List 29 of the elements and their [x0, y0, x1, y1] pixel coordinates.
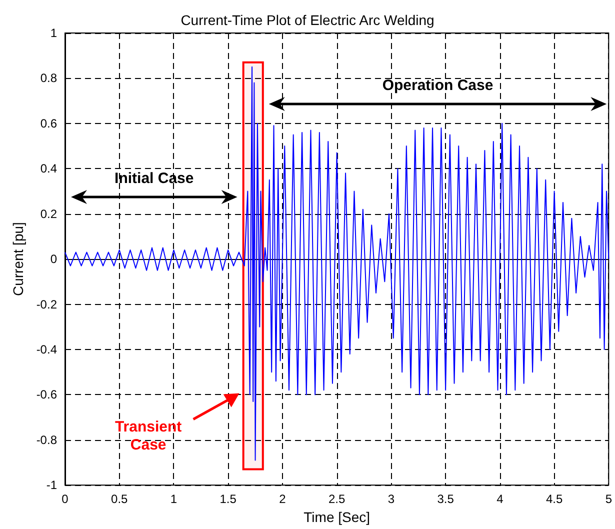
line-series	[64, 66, 610, 461]
x-tick-label: 3.5	[437, 492, 454, 506]
chart-title: Current-Time Plot of Electric Arc Welding	[180, 12, 434, 28]
y-tick-label: -0.8	[36, 432, 58, 447]
x-tick-label: 4.5	[546, 492, 563, 506]
y-tick-label: 1	[50, 26, 58, 40]
x-tick-label: 1.5	[220, 492, 237, 506]
y-tick-label: 0.2	[40, 206, 58, 221]
x-tick-label: 4	[496, 492, 504, 506]
y-tick-label: 0.4	[40, 162, 58, 176]
band-label: Transient Case	[114, 418, 182, 454]
y-tick-label: -0.4	[36, 342, 58, 356]
y-tick-label: -1	[46, 478, 58, 492]
x-tick-label: 0.5	[111, 492, 128, 506]
y-tick-label: 0.6	[40, 116, 58, 130]
x-tick-label: 3	[388, 492, 395, 506]
x-tick-label: 2	[279, 492, 286, 506]
x-tick-label: 5	[605, 492, 612, 506]
annotation: Initial Case	[114, 170, 194, 187]
y-tick-label: -0.6	[36, 388, 58, 402]
x-tick-label: 2.5	[328, 492, 346, 506]
x-tick-label: 0	[62, 492, 69, 506]
y-tick-label: 0.8	[40, 71, 58, 86]
x-tick-label: 1	[170, 492, 178, 506]
y-tick-label: 0	[50, 252, 58, 266]
x-axis-title: Time [Sec]	[304, 509, 370, 525]
annotation: Operation Case	[382, 77, 494, 94]
y-tick-label: -0.2	[36, 297, 58, 312]
y-axis-title: Current [pu]	[10, 222, 26, 296]
